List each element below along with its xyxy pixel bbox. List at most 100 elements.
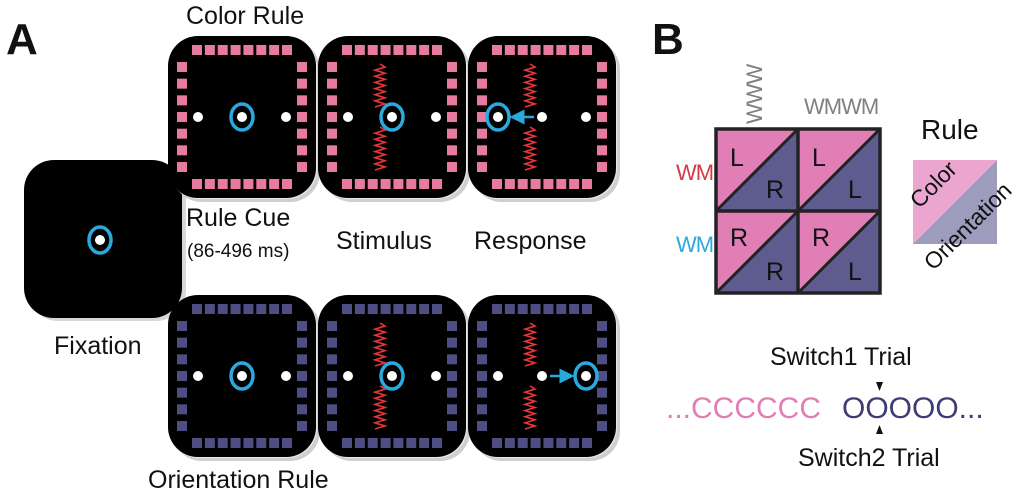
border-marker <box>582 304 592 314</box>
border-marker <box>297 78 307 89</box>
border-marker <box>393 438 404 448</box>
border-marker <box>230 179 241 189</box>
border-marker <box>477 78 487 89</box>
border-marker <box>504 179 515 189</box>
border-marker <box>327 371 337 381</box>
border-marker <box>327 354 337 365</box>
color-rule-screen-3 <box>468 36 620 202</box>
fixation-ring <box>379 102 405 132</box>
border-marker <box>556 179 567 189</box>
border-marker <box>530 304 541 314</box>
border-marker <box>569 179 580 189</box>
border-marker <box>419 304 430 314</box>
border-marker <box>243 45 254 55</box>
border-marker <box>380 304 391 314</box>
cell-4-upper-letter: R <box>812 224 831 252</box>
border-marker <box>297 337 307 348</box>
border-marker <box>204 179 215 189</box>
border-marker <box>204 438 215 448</box>
border-marker <box>504 438 515 448</box>
center-dot <box>537 112 547 122</box>
right-target-dot <box>431 371 441 381</box>
rule-cue-timing: (86-496 ms) <box>187 241 290 262</box>
border-marker <box>380 179 391 189</box>
stimulus-zigzag <box>372 385 388 430</box>
border-marker <box>230 45 241 55</box>
border-marker <box>327 145 337 156</box>
cell-4-lower-letter: L <box>848 258 862 286</box>
border-marker <box>597 321 607 331</box>
border-marker <box>530 179 541 189</box>
right-target-dot <box>581 112 591 122</box>
border-marker <box>297 421 307 431</box>
border-marker <box>492 438 502 448</box>
border-marker <box>582 179 592 189</box>
border-marker <box>217 45 228 55</box>
orientation-rule-screen-3 <box>468 295 620 461</box>
border-marker <box>297 321 307 331</box>
border-marker <box>406 45 417 55</box>
border-marker <box>530 438 541 448</box>
border-marker <box>297 371 307 381</box>
border-marker <box>243 179 254 189</box>
border-marker <box>447 112 457 122</box>
border-marker <box>327 112 337 122</box>
border-marker <box>269 438 280 448</box>
orientation-rule-screen-1 <box>168 295 320 461</box>
border-marker <box>447 162 457 172</box>
left-target-dot <box>193 112 203 122</box>
border-marker <box>432 45 442 55</box>
border-marker <box>177 62 187 72</box>
border-marker <box>282 179 292 189</box>
border-marker <box>447 421 457 431</box>
border-marker <box>447 78 457 89</box>
stimulus-zigzag <box>372 63 388 108</box>
border-marker <box>419 45 430 55</box>
border-marker <box>556 304 567 314</box>
response-ring <box>573 361 599 391</box>
border-marker <box>327 421 337 431</box>
sequence-orientation: OOOOO... <box>842 392 984 425</box>
border-marker <box>217 438 228 448</box>
color-rule-label: Color Rule <box>186 2 305 30</box>
matrix-row-label-cyan: WM <box>676 232 714 257</box>
border-marker <box>297 128 307 139</box>
border-marker <box>406 179 417 189</box>
border-marker <box>177 354 187 365</box>
border-marker <box>217 304 228 314</box>
border-marker <box>297 387 307 398</box>
border-marker <box>327 404 337 415</box>
border-marker <box>543 304 554 314</box>
border-marker <box>297 95 307 106</box>
rule-swatch <box>913 160 997 244</box>
border-marker <box>597 145 607 156</box>
border-marker <box>556 438 567 448</box>
border-marker <box>432 179 442 189</box>
border-marker <box>367 438 378 448</box>
matrix-top-horizontal-label: WMWM <box>804 94 879 119</box>
left-target-dot <box>343 371 353 381</box>
border-marker <box>177 404 187 415</box>
border-marker <box>192 179 202 189</box>
border-marker <box>504 45 515 55</box>
center-dot <box>387 112 397 122</box>
border-marker <box>447 62 457 72</box>
border-marker <box>492 179 502 189</box>
border-marker <box>297 404 307 415</box>
border-marker <box>597 404 607 415</box>
border-marker <box>569 304 580 314</box>
border-marker <box>177 128 187 139</box>
border-marker <box>492 45 502 55</box>
border-marker <box>477 371 487 381</box>
border-marker <box>530 45 541 55</box>
border-marker <box>243 304 254 314</box>
border-marker <box>327 128 337 139</box>
rule-matrix <box>714 127 882 295</box>
border-marker <box>230 438 241 448</box>
border-marker <box>447 371 457 381</box>
cell-1-upper-letter: L <box>730 144 744 172</box>
border-marker <box>177 145 187 156</box>
border-marker <box>177 321 187 331</box>
border-marker <box>367 179 378 189</box>
border-marker <box>447 387 457 398</box>
